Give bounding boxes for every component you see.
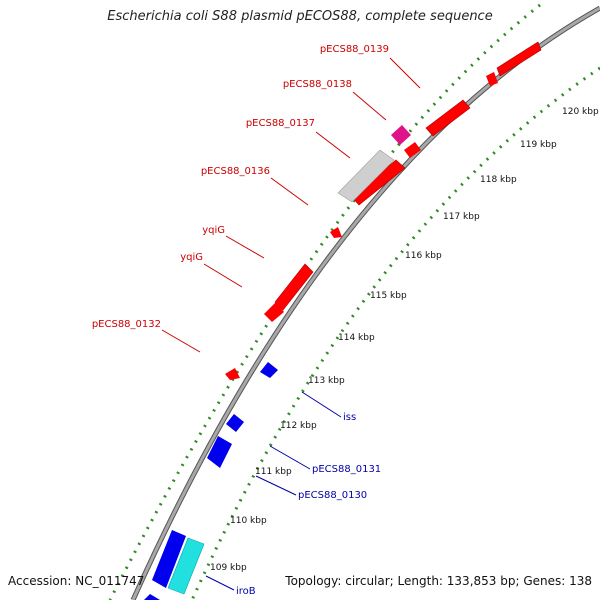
callout-line xyxy=(301,391,342,418)
gene-arrow-iroB[interactable] xyxy=(152,530,186,588)
gene-arrow-pECS88_0131[interactable] xyxy=(226,414,244,432)
gene-arrow-small-3[interactable] xyxy=(330,227,342,238)
gene-label-pecs88_0132[interactable]: pECS88_0132 xyxy=(92,319,161,330)
gene-arrow-pECS88_0139[interactable] xyxy=(496,41,542,77)
backbone xyxy=(131,6,600,601)
callout-line xyxy=(389,57,421,89)
gene-label-pecs88_0139[interactable]: pECS88_0139 xyxy=(320,44,389,55)
gene-label-yqig[interactable]: yqiG xyxy=(202,225,225,236)
tick-label-119: 119 kbp xyxy=(520,140,557,150)
callout-line xyxy=(315,131,351,159)
callout-line xyxy=(270,177,309,206)
tick-label-120: 120 kbp xyxy=(562,107,599,117)
tick-label-113: 113 kbp xyxy=(308,376,345,386)
map-title: Escherichia coli S88 plasmid pECOS88, co… xyxy=(107,9,493,24)
gene-label-pecs88_0130[interactable]: pECS88_0130 xyxy=(298,490,367,501)
callout-line xyxy=(225,235,265,259)
tick-label-110: 110 kbp xyxy=(230,516,267,526)
gene-arrow-pECS88_0130[interactable] xyxy=(207,436,232,468)
callout-line xyxy=(352,91,387,121)
tick-label-109: 109 kbp xyxy=(210,563,247,573)
gene-callouts: pECS88_0139 pECS88_0138 pECS88_0137 pECS88_… xyxy=(92,44,421,597)
gene-label-pecs88_0136[interactable]: pECS88_0136 xyxy=(201,166,270,177)
tick-label-116: 116 kbp xyxy=(405,251,442,261)
tick-label-118: 118 kbp xyxy=(480,175,517,185)
gene-label-pecs88_0131[interactable]: pECS88_0131 xyxy=(312,464,381,475)
gene-arrow-pECS88_0138[interactable] xyxy=(425,99,471,137)
forward-genes xyxy=(225,41,542,380)
gene-label-irob[interactable]: iroB xyxy=(236,586,256,597)
callout-line xyxy=(161,329,201,353)
tick-label-111: 111 kbp xyxy=(255,467,292,477)
gene-label-iss[interactable]: iss xyxy=(343,412,356,423)
gene-arrow-yqiG-1[interactable] xyxy=(274,263,314,311)
tick-label-112: 112 kbp xyxy=(280,421,317,431)
gene-arrow-magenta[interactable] xyxy=(391,125,411,145)
callout-line xyxy=(269,445,311,470)
gene-arrow-small-2[interactable] xyxy=(404,142,421,158)
reverse-genes xyxy=(144,362,278,600)
gene-label-pecs88_0138[interactable]: pECS88_0138 xyxy=(283,79,352,90)
backbone-shadow xyxy=(130,5,600,602)
callout-line xyxy=(203,263,243,288)
outer-tick-ring xyxy=(108,3,541,601)
gene-arrow-yqiG-2[interactable] xyxy=(264,302,284,322)
gene-arrow-pECS88_0132[interactable] xyxy=(225,368,240,380)
scale-tick-labels: 109 kbp 110 kbp 111 kbp 112 kbp 113 kbp 114 k… xyxy=(210,107,599,573)
gene-arrow-iss[interactable] xyxy=(260,362,278,378)
gene-label-yqig[interactable]: yqiG xyxy=(180,252,203,263)
callout-line xyxy=(205,575,235,591)
tick-label-115: 115 kbp xyxy=(370,291,407,301)
topology-summary: Topology: circular; Length: 133,853 bp; … xyxy=(285,574,592,588)
gene-arrow-cyan[interactable] xyxy=(167,537,205,595)
accession-text: Accession: NC_011747 xyxy=(8,574,145,588)
tick-label-114: 114 kbp xyxy=(338,333,375,343)
callout-line xyxy=(255,475,297,496)
gene-label-pecs88_0137[interactable]: pECS88_0137 xyxy=(246,118,315,129)
gene-arrow-small-1[interactable] xyxy=(486,72,498,86)
tick-label-117: 117 kbp xyxy=(443,212,480,222)
gene-arrow-iroB-2[interactable] xyxy=(144,594,160,600)
gene-arrow-gray[interactable] xyxy=(337,149,395,203)
